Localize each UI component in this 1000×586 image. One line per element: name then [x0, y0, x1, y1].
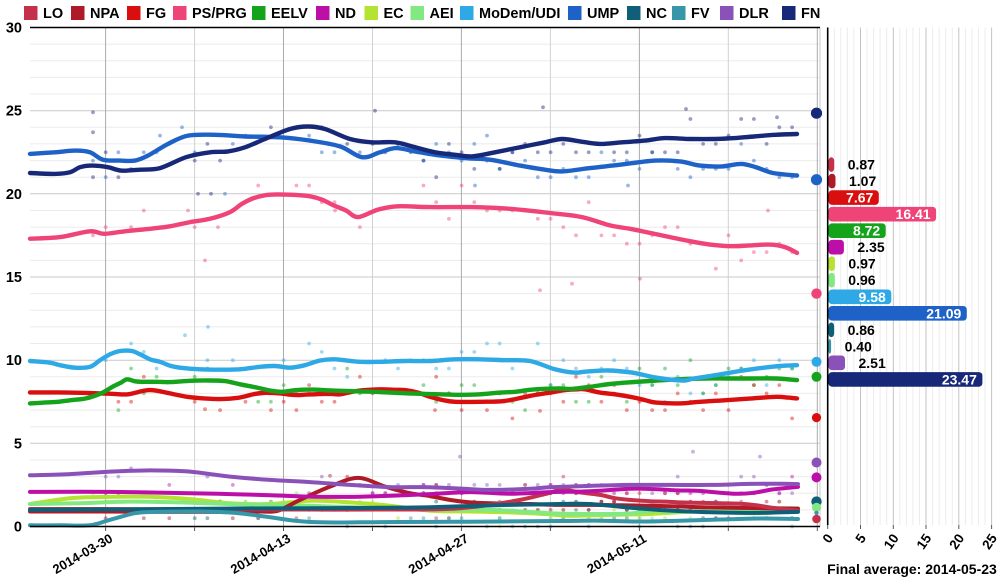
svg-text:10: 10: [881, 531, 902, 552]
svg-text:23.47: 23.47: [942, 371, 977, 387]
svg-text:0: 0: [14, 520, 22, 536]
svg-text:21.09: 21.09: [926, 305, 961, 321]
svg-text:1.07: 1.07: [849, 173, 876, 189]
svg-text:DLR: DLR: [739, 6, 769, 22]
svg-text:15: 15: [6, 270, 22, 286]
svg-text:FV: FV: [691, 6, 710, 22]
svg-text:FN: FN: [801, 6, 820, 22]
svg-text:0.87: 0.87: [848, 157, 875, 173]
svg-text:0.40: 0.40: [845, 338, 872, 354]
svg-text:UMP: UMP: [587, 6, 620, 22]
svg-text:NC: NC: [646, 6, 667, 22]
svg-text:EELV: EELV: [271, 6, 308, 22]
svg-text:5: 5: [14, 436, 22, 452]
svg-text:2.35: 2.35: [857, 239, 884, 255]
svg-text:MoDem/UDI: MoDem/UDI: [479, 6, 560, 22]
svg-text:0.96: 0.96: [848, 272, 875, 288]
svg-text:10: 10: [6, 353, 22, 369]
svg-text:NPA: NPA: [90, 6, 120, 22]
svg-text:8.72: 8.72: [853, 223, 880, 239]
svg-text:0.86: 0.86: [848, 322, 875, 338]
svg-text:ND: ND: [335, 6, 356, 22]
svg-text:PS/PRG: PS/PRG: [192, 6, 247, 22]
svg-text:FG: FG: [146, 6, 166, 22]
svg-text:0.97: 0.97: [848, 256, 875, 272]
svg-text:7.67: 7.67: [846, 190, 873, 206]
svg-text:20: 20: [6, 187, 22, 203]
svg-text:EC: EC: [384, 6, 405, 22]
svg-text:LO: LO: [43, 6, 63, 22]
svg-text:30: 30: [6, 21, 22, 37]
svg-text:25: 25: [6, 104, 22, 120]
svg-text:Final average: 2014-05-23: Final average: 2014-05-23: [827, 561, 997, 577]
svg-text:2.51: 2.51: [859, 355, 886, 371]
svg-text:AEI: AEI: [430, 6, 454, 22]
svg-text:20: 20: [946, 531, 967, 552]
svg-text:9.58: 9.58: [859, 289, 886, 305]
svg-text:25: 25: [979, 531, 1000, 552]
svg-text:16.41: 16.41: [896, 206, 931, 222]
